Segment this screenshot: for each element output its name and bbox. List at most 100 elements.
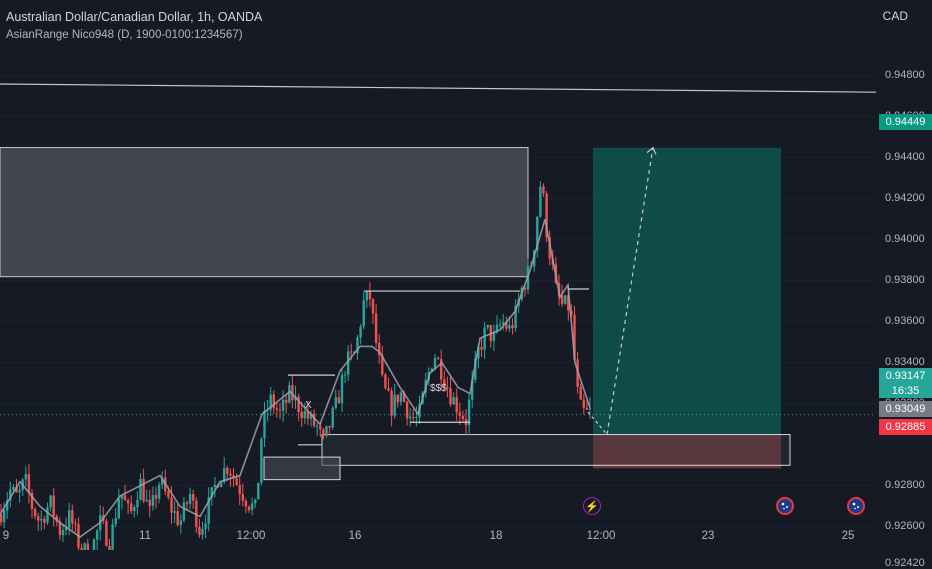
candle-body [343,374,347,376]
candle-body [399,392,403,403]
candle-body [213,485,217,488]
candle-body [486,325,489,328]
loss-zone[interactable] [593,434,781,469]
candle-body [334,397,337,408]
candle-body [275,408,279,410]
candle-body [502,322,505,325]
candle-body [61,530,65,536]
candle-body [319,425,322,430]
candle-body [170,497,173,513]
candle-body [396,394,399,403]
candle-body [505,322,508,329]
candle-body [219,481,223,488]
candle-body [43,518,46,523]
candle-body [0,514,3,523]
candle-body [46,507,49,523]
candle-body [588,408,592,410]
countdown-label: 16:35 [879,384,932,398]
candle-body [120,495,124,499]
candle-body [412,416,415,418]
candle-body [371,299,375,314]
candle-body [393,394,396,416]
candle-body [226,467,229,474]
candle-body [6,500,9,511]
candle-body [539,186,542,217]
candle-body [440,359,443,380]
candle-body [260,438,263,483]
candle-body [176,511,179,526]
candle-body [27,474,31,493]
profit-zone[interactable] [593,147,781,435]
australia-flag-icon[interactable] [776,497,794,515]
trendline[interactable] [0,83,877,93]
candle-body [495,324,499,332]
candle-body [95,530,99,540]
candle-body [291,385,294,401]
candle-body [542,186,545,194]
candle-body [337,397,341,404]
candle-body [108,545,111,550]
candle-body [458,412,461,416]
candle-body [161,477,164,485]
time-tick-label: 11 [139,530,151,542]
candle-body [300,411,303,419]
price-tick-label: 0.93600 [885,314,925,327]
candle-body [198,526,201,535]
candle-body [573,314,576,360]
supply-zone[interactable] [0,147,529,278]
candle-body [365,291,368,301]
candle-body [316,425,319,427]
price-tick-label: 0.94200 [885,191,925,204]
indicator-legend[interactable]: AsianRange Nico948 (D, 1900-0100:1234567… [6,29,243,41]
candle-body [523,287,527,290]
time-tick-label: 9 [2,530,10,542]
candle-body [582,399,585,408]
candle-body [480,347,483,350]
price-tick-label: 0.94000 [885,232,925,245]
candle-body [452,397,455,405]
candle-body [238,485,241,495]
price-tick-label: 0.94400 [885,150,925,163]
demand-zone-small[interactable] [263,456,341,481]
candle-body [9,489,12,501]
projection-arrowhead [646,146,657,155]
candle-body [328,425,331,428]
candle-body [55,516,58,522]
price-tick-label: 0.93400 [885,355,925,368]
price-chart[interactable] [0,0,932,550]
candle-body [154,495,158,499]
candle-body [105,521,108,546]
candle-body [18,490,21,493]
candle-body [179,520,182,526]
time-tick-label: 18 [489,530,503,542]
australia-flag-icon[interactable] [847,497,865,515]
candle-body [223,467,226,482]
stop-price-label: 0.92885 [879,419,932,435]
candle-body [362,300,365,327]
candle-body [145,499,148,502]
candle-body [446,386,449,389]
candle-body [347,351,350,375]
candle-body [560,295,564,304]
candle-body [368,291,372,300]
symbol-title[interactable]: Australian Dollar/Canadian Dollar, 1h, O… [6,10,263,24]
candle-body [281,399,285,411]
candle-body [126,500,130,504]
candle-body [415,417,418,419]
price-tick-label: 0.92800 [885,478,925,491]
lightning-icon[interactable]: ⚡ [583,497,601,515]
candle-body [130,503,133,512]
candle-body [192,493,195,501]
projection-arrow[interactable] [606,147,654,435]
candle-body [64,527,68,531]
candle-body [514,305,517,329]
candle-body [306,411,310,419]
candle-body [378,342,381,356]
candle-body [455,397,458,413]
price-tick-label: 0.93800 [885,273,925,286]
time-tick-label: 16 [348,530,362,542]
demand-zone[interactable] [321,434,791,466]
candle-body [312,413,316,426]
candle-body [309,413,313,419]
